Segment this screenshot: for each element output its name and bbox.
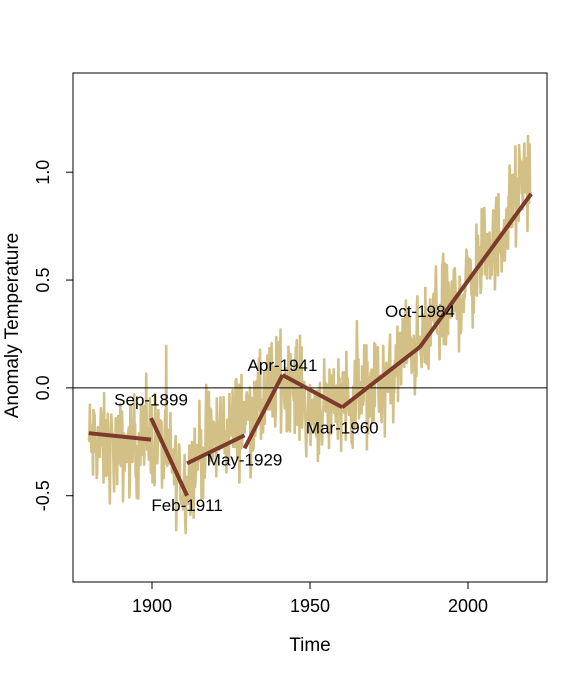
fit-segment-7 [418,192,533,349]
x-tick-label: 1950 [290,596,330,616]
plot-frame [72,72,548,583]
fit-segment-2 [149,417,189,497]
fit-segment-4 [242,374,285,450]
annotation-label: Feb-1911 [151,496,223,515]
x-tick-label: 2000 [448,596,488,616]
y-tick-label: 1.0 [33,160,53,185]
fit-segment-3 [186,433,246,466]
x-tick-label: 1900 [132,596,172,616]
temperature-series [87,134,532,535]
series-line [87,134,532,535]
annotation-label: Apr-1941 [248,356,318,375]
annotation-label: Mar-1960 [306,418,379,437]
y-tick-label: 0.0 [33,375,53,400]
y-axis: -0.5 0.0 0.5 1.0 [33,160,73,511]
y-tick-label: 0.5 [33,268,53,293]
y-tick-label: -0.5 [33,480,53,511]
annotation-label: Oct-1984 [385,302,455,321]
annotation-label: Sep-1899 [114,390,188,409]
x-axis-title: Time [289,635,331,656]
annotation-label: May-1929 [207,451,283,470]
fit-segment-5 [281,373,344,410]
y-axis-title: Anomaly Temperature [2,233,23,419]
fit-segment-1 [88,431,152,442]
fit-segment-6 [341,345,422,409]
x-axis: 1900 1950 2000 [132,582,488,616]
piecewise-fit [88,192,533,497]
breakpoint-annotations: Sep-1899 Feb-1911 May-1929 Apr-1941 Mar-1960… [114,302,455,515]
